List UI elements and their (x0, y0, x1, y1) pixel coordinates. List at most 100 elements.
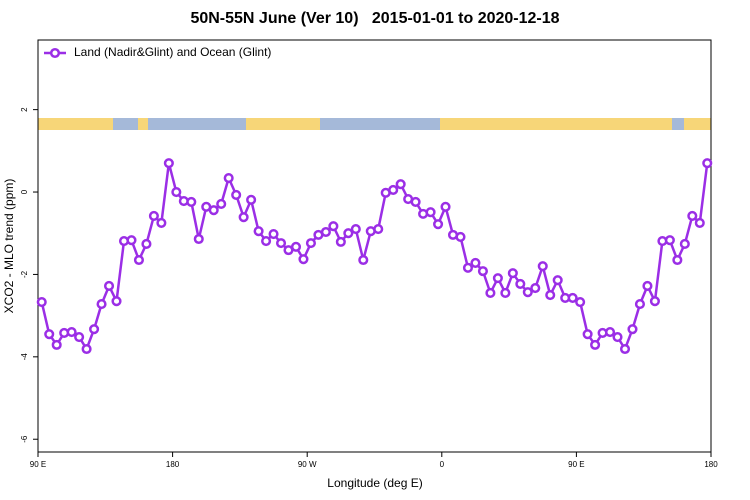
data-point (133, 254, 144, 266)
data-point (44, 329, 55, 340)
data-point (320, 226, 331, 238)
data-point (575, 296, 586, 308)
land-band (38, 118, 113, 130)
data-point (537, 261, 548, 272)
data-point (530, 282, 541, 294)
y-axis-label: XCO2 - MLO trend (ppm) (2, 179, 16, 314)
data-point (687, 210, 698, 221)
data-point (223, 172, 234, 184)
data-point (634, 299, 646, 310)
x-tick-label: 90 E (568, 460, 584, 469)
y-tick-label: 2 (20, 107, 29, 112)
data-point (246, 194, 257, 205)
x-tick-label: 180 (166, 460, 180, 469)
data-point (81, 343, 92, 355)
data-point (290, 241, 302, 252)
x-tick-label: 90 W (298, 460, 317, 469)
data-point (477, 266, 488, 277)
data-point (492, 273, 503, 284)
data-point (702, 158, 713, 169)
data-point (664, 235, 675, 246)
data-point (485, 287, 496, 299)
data-point (619, 343, 631, 355)
chart-title: 50N-55N June (Ver 10) 2015-01-01 to 2020… (190, 10, 559, 27)
data-point (507, 268, 518, 279)
data-point (96, 299, 107, 310)
data-point (148, 210, 159, 221)
data-point (238, 212, 249, 223)
data-point (358, 254, 369, 266)
data-point (66, 327, 77, 338)
data-point (515, 278, 526, 289)
x-axis-label: Longitude (deg E) (327, 476, 422, 490)
data-point (216, 198, 227, 210)
land-band (138, 118, 148, 130)
legend-marker (49, 47, 61, 59)
data-point (455, 231, 466, 242)
land-band (440, 118, 672, 130)
x-tick-label: 90 E (30, 460, 46, 469)
data-point (335, 236, 346, 247)
data-point (582, 329, 593, 340)
data-point (612, 332, 623, 343)
x-tick-label: 180 (704, 460, 718, 469)
data-point (350, 224, 361, 235)
plot-frame (37, 39, 712, 453)
data-point (156, 217, 167, 228)
data-point (388, 184, 399, 196)
data-point (171, 186, 182, 198)
data-point (440, 201, 451, 212)
data-point (522, 287, 533, 298)
data-point (36, 296, 47, 308)
land-band (684, 118, 711, 130)
data-point (261, 236, 272, 247)
data-point (74, 332, 85, 343)
land-band (246, 118, 320, 130)
data-point (111, 296, 122, 307)
data-point (462, 262, 474, 273)
data-point (605, 327, 616, 338)
data-point (433, 219, 444, 230)
data-point (328, 221, 339, 232)
data-point (425, 207, 436, 218)
data-point (268, 229, 279, 240)
data-point (141, 238, 152, 249)
legend-label: Land (Nadir&Glint) and Ocean (Glint) (74, 45, 271, 59)
data-point (193, 233, 204, 245)
data-point (500, 287, 511, 299)
data-point (103, 280, 115, 292)
data-point (649, 296, 660, 307)
land-ocean-strip (38, 118, 711, 130)
y-tick-label: 0 (20, 189, 29, 194)
x-tick-label: 0 (440, 460, 445, 469)
data-point (373, 224, 384, 235)
data-point (552, 275, 563, 286)
data-point (89, 324, 100, 335)
y-tick-label: -2 (20, 270, 29, 278)
data-point (163, 158, 174, 169)
data-point (679, 238, 690, 249)
data-point (672, 254, 683, 266)
data-point (231, 189, 242, 200)
data-point (627, 324, 638, 335)
data-point (395, 179, 406, 190)
y-tick-label: -4 (20, 353, 29, 361)
data-point (694, 217, 705, 228)
data-point (275, 238, 287, 249)
data-point (410, 196, 421, 207)
data-point (208, 205, 219, 216)
data-point (298, 254, 309, 265)
data-point (590, 339, 601, 350)
data-point (253, 226, 264, 237)
data-point (545, 289, 556, 301)
data-point (343, 228, 354, 239)
data-point (642, 280, 653, 292)
data-point (51, 339, 62, 350)
y-tick-label: -6 (20, 435, 29, 443)
data-point (305, 238, 316, 249)
data-point (567, 292, 578, 303)
data-point (470, 257, 481, 268)
data-point (126, 235, 137, 246)
data-point (186, 196, 197, 207)
